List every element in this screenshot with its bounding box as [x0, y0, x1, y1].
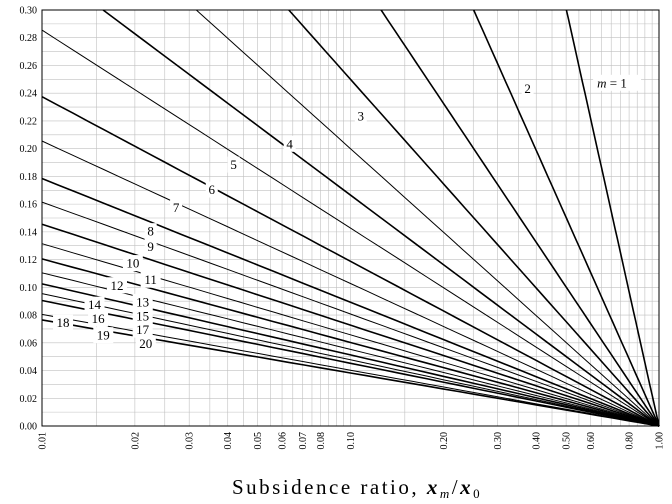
curve-label-bg — [593, 74, 642, 91]
x-axis-label: Subsidence ratio, xm/x0 — [232, 475, 482, 501]
curve-label-m-11: 11 — [144, 272, 157, 287]
curve-label-m-3: 3 — [358, 109, 365, 124]
curve-m-9 — [41, 140, 660, 427]
y-tick-label: 0.14 — [20, 227, 38, 238]
curve-label-bg — [84, 296, 105, 313]
curve-label-bg — [93, 327, 114, 344]
curve-label-m-7: 7 — [173, 200, 180, 215]
y-tick-label: 0.04 — [20, 366, 38, 377]
x-tick-label: 0.20 — [439, 432, 450, 450]
curve-m-2 — [472, 9, 660, 427]
curve-label-m-20: 20 — [139, 336, 152, 351]
curve-label-bg — [140, 271, 161, 288]
y-tick-label: 0.20 — [20, 144, 38, 155]
curve-label-m-15: 15 — [136, 308, 149, 323]
x-tick-label: 1.00 — [655, 432, 666, 450]
curve-label-bg — [205, 181, 218, 198]
x-tick-label: 0.10 — [346, 432, 357, 450]
plot-area-border — [41, 9, 660, 427]
y-tick-label: 0.02 — [20, 394, 38, 405]
x-tick-label: 0.04 — [223, 432, 234, 450]
curve-label-m-8: 8 — [147, 224, 154, 239]
y-tick-label: 0.24 — [20, 89, 38, 100]
y-tick-label: 0.16 — [20, 200, 38, 211]
curve-m-10 — [41, 177, 660, 427]
x-tick-label: 0.06 — [278, 432, 289, 450]
curve-label-m-2: 2 — [524, 81, 531, 96]
curve-label-bg — [521, 80, 534, 97]
x-tick-label: 0.30 — [493, 432, 504, 450]
curve-label-m-14: 14 — [88, 297, 102, 312]
curve-labels: m = 1 2 3 4 56 7 89 10 11 12 13 14 15 16 17 18 19 20 — [53, 74, 642, 352]
x-axis-ticks: 0.01 0.02 0.03 0.04 0.05 0.06 0.07 0.08 0.10 0.20… — [38, 432, 666, 450]
x-tick-label: 0.03 — [185, 432, 196, 450]
y-tick-label: 0.12 — [20, 255, 38, 266]
curve-label-m-6: 6 — [208, 182, 215, 197]
y-tick-label: 0.26 — [20, 61, 38, 72]
y-tick-label: 0.22 — [20, 116, 38, 127]
plot-frame — [41, 9, 660, 427]
curve-label-m-10: 10 — [126, 256, 139, 271]
curve-m-4 — [288, 9, 660, 427]
x-tick-label: 0.01 — [38, 432, 49, 450]
curve-label-bg — [283, 135, 296, 152]
curve-label-bg — [132, 293, 153, 310]
x-tick-label: 0.80 — [625, 432, 636, 450]
curve-m-6 — [102, 9, 660, 427]
curve-label-bg — [132, 307, 153, 324]
x-tick-label: 0.60 — [586, 432, 597, 450]
curve-label-m-5: 5 — [230, 157, 237, 172]
y-tick-label: 0.08 — [20, 311, 38, 322]
x-tick-label: 0.05 — [253, 432, 264, 450]
curve-m-5 — [195, 9, 660, 427]
x-tick-label: 0.50 — [562, 432, 573, 450]
curve-m-8 — [41, 95, 660, 427]
curve-label-bg — [122, 255, 143, 272]
curve-label-bg — [106, 277, 127, 294]
curve-label-bg — [144, 238, 157, 255]
curve-label-bg — [135, 335, 156, 352]
x-tick-label: 0.08 — [316, 432, 327, 450]
curve-label-m-16: 16 — [92, 311, 106, 326]
y-tick-label: 0.06 — [20, 338, 38, 349]
curve-m-3 — [380, 9, 660, 427]
y-tick-label: 0.30 — [20, 6, 38, 17]
y-tick-label: 0.00 — [20, 422, 38, 433]
curve-label-m-1: m = 1 — [597, 75, 627, 90]
curve-label-m-19: 19 — [97, 328, 110, 343]
x-tick-label: 0.02 — [130, 432, 141, 450]
curve-m-7 — [41, 29, 660, 427]
y-tick-label: 0.28 — [20, 33, 38, 44]
x-tick-label: 0.07 — [298, 432, 309, 450]
curve-label-bg — [88, 310, 109, 327]
curve-m-12 — [41, 223, 660, 427]
curve-m-1 — [565, 9, 660, 427]
x-tick-label: 0.40 — [532, 432, 543, 450]
curve-label-bg — [170, 199, 183, 216]
curve-label-m-9: 9 — [147, 239, 154, 254]
curve-label-m-13: 13 — [136, 294, 149, 309]
y-tick-label: 0.18 — [20, 172, 38, 183]
curve-label-bg — [53, 314, 74, 331]
y-axis-ticks: 0.00 0.02 0.04 0.06 0.08 0.10 0.12 0.14 0.16 0.18… — [20, 6, 38, 433]
y-tick-label: 0.10 — [20, 283, 38, 294]
curve-label-bg — [144, 223, 157, 240]
curve-label-m-4: 4 — [286, 136, 293, 151]
curve-label-bg — [354, 108, 367, 125]
curve-label-m-12: 12 — [110, 278, 123, 293]
curve-label-m-17: 17 — [136, 322, 150, 337]
curve-label-bg — [227, 156, 240, 173]
curve-label-bg — [132, 321, 153, 338]
curve-label-m-18: 18 — [57, 315, 70, 330]
